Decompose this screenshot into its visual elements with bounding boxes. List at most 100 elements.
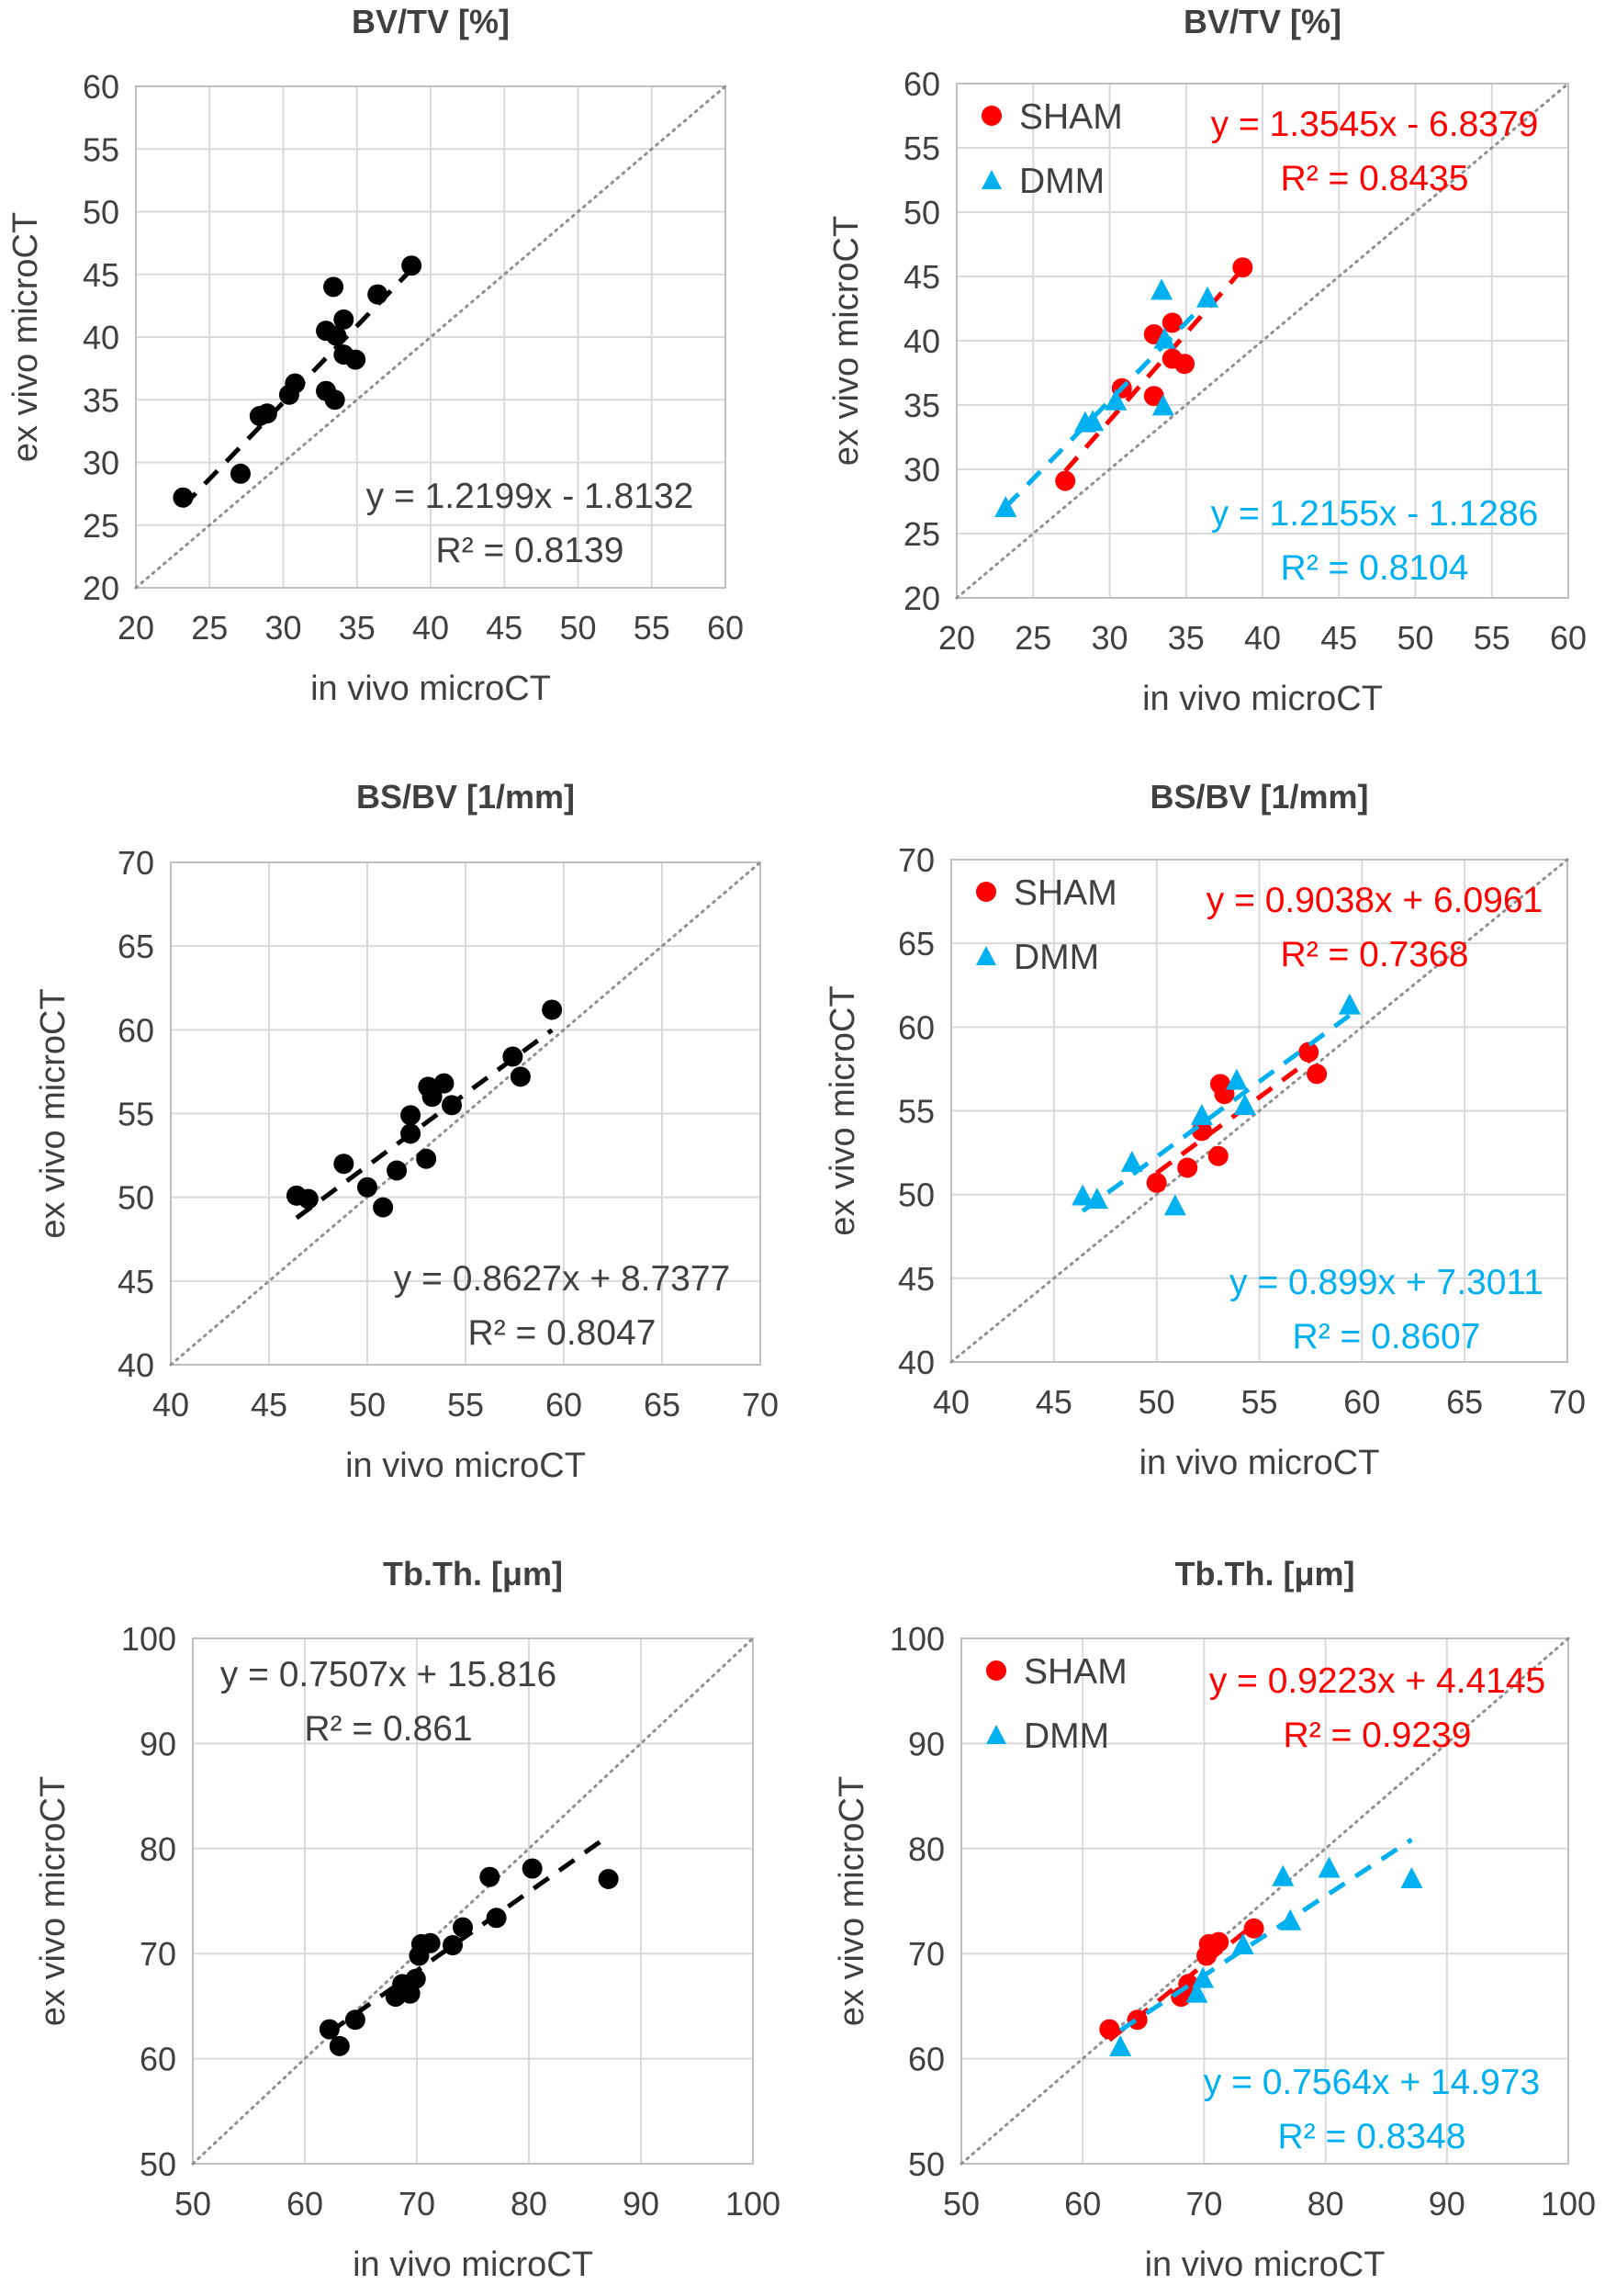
data-point-dmm: [1163, 1194, 1186, 1216]
chart-panel-2: BV/TV [%] 20 25 30 35 40 45 50 55 60 20 25 30 35 40 45 5…: [827, 3, 1587, 718]
y-axis-label: ex vivo microCT: [34, 1776, 73, 2026]
data-point-pooled: [433, 1073, 455, 1094]
y-tick-label: 40: [898, 1344, 935, 1381]
legend-label: DMM: [1019, 162, 1105, 201]
x-tick-label: 65: [644, 1386, 680, 1424]
legend-marker-circle-icon: [986, 1660, 1006, 1681]
chart-title: BS/BV [1/mm]: [356, 778, 575, 816]
x-tick-label: 70: [398, 2185, 435, 2223]
legend-marker-circle-icon: [982, 106, 1002, 126]
y-tick-label: 45: [904, 258, 940, 296]
data-point-dmm: [1400, 1866, 1423, 1888]
x-tick-label: 40: [152, 1386, 189, 1424]
y-axis-label: ex vivo microCT: [833, 1776, 871, 2026]
r-squared-label: R² = 0.8607: [1293, 1317, 1481, 1356]
data-point-pooled: [479, 1866, 500, 1887]
r-squared-label: R² = 0.8348: [1278, 2117, 1466, 2156]
y-tick-label: 40: [118, 1346, 154, 1384]
data-point-pooled: [598, 1868, 619, 1889]
x-tick-label: 45: [486, 609, 522, 647]
data-point-pooled: [344, 2009, 365, 2031]
x-tick-label: 60: [707, 609, 744, 647]
x-tick-label: 50: [174, 2185, 211, 2223]
data-point-dmm: [1231, 1933, 1254, 1955]
data-point-pooled: [542, 999, 563, 1020]
r-squared-label: R² = 0.861: [304, 1709, 472, 1749]
x-tick-label: 70: [1549, 1383, 1586, 1421]
trend-equation: y = 0.9223x + 4.4145: [1209, 1661, 1545, 1701]
data-point-dmm: [1233, 1094, 1256, 1116]
x-tick-label: 45: [1036, 1383, 1072, 1421]
y-tick-label: 45: [83, 256, 119, 294]
identity-line: [960, 1637, 1570, 2166]
data-point-pooled: [416, 1148, 437, 1169]
plot-area-border: [956, 83, 1569, 599]
data-point-pooled: [333, 309, 354, 330]
y-tick-label: 55: [83, 130, 119, 168]
trend-equation: y = 1.2199x - 1.8132: [366, 477, 694, 516]
chart-panel-6: Tb.Th. [μm] 50 60 70 80 90 100 50 60 70 80 90 100 in …: [833, 1555, 1596, 2284]
y-tick-label: 60: [898, 1008, 935, 1046]
chart-panel-5: Tb.Th. [μm] 50 60 70 80 90 100 50 60 70 80 90 100 in …: [34, 1555, 780, 2284]
r-squared-label: R² = 0.8104: [1281, 548, 1469, 588]
data-point-pooled: [401, 255, 422, 276]
trend-equation: y = 1.3545x - 6.8379: [1211, 105, 1539, 144]
trend-equation: y = 0.7507x + 15.816: [220, 1655, 556, 1694]
x-tick-label: 90: [1429, 2185, 1465, 2223]
y-tick-label: 70: [908, 1935, 945, 1973]
x-tick-label: 55: [1474, 619, 1510, 657]
data-point-sham: [1177, 1157, 1198, 1178]
data-point-pooled: [329, 2035, 350, 2056]
x-tick-label: 90: [623, 2185, 659, 2223]
x-tick-label: 20: [118, 609, 154, 647]
r-squared-label: R² = 0.9239: [1284, 1716, 1472, 1755]
data-point-pooled: [333, 1154, 354, 1175]
data-point-pooled: [357, 1176, 377, 1198]
data-point-pooled: [400, 1105, 421, 1126]
data-point-sham: [1146, 1172, 1167, 1193]
data-point-dmm: [1338, 993, 1361, 1015]
y-tick-label: 60: [83, 68, 119, 106]
y-tick-label: 25: [904, 515, 940, 553]
y-tick-label: 20: [83, 569, 119, 607]
trendline-dmm: [1081, 1013, 1352, 1213]
legend-marker-triangle-icon: [976, 946, 996, 965]
trendline-pooled: [328, 1834, 611, 2034]
x-tick-label: 60: [1550, 619, 1587, 657]
trend-equation: y = 0.9038x + 6.0961: [1207, 881, 1543, 920]
y-tick-label: 50: [898, 1176, 935, 1214]
y-tick-label: 55: [118, 1096, 154, 1133]
y-tick-label: 80: [140, 1830, 176, 1868]
data-point-dmm: [1105, 388, 1128, 411]
chart-title: BV/TV [%]: [352, 3, 510, 40]
plot-area-border: [192, 1638, 754, 2165]
x-tick-label: 50: [1139, 1383, 1175, 1421]
data-point-dmm: [1225, 1068, 1248, 1090]
x-tick-label: 40: [412, 609, 449, 647]
x-tick-label: 50: [349, 1386, 386, 1424]
y-tick-label: 30: [83, 445, 119, 482]
legend-marker-triangle-icon: [986, 1725, 1006, 1744]
data-point-pooled: [421, 1086, 443, 1108]
chart-title: Tb.Th. [μm]: [1175, 1555, 1355, 1593]
legend-label: SHAM: [1024, 1652, 1128, 1692]
data-point-sham: [1307, 1064, 1328, 1085]
x-axis-label: in vivo microCT: [353, 2245, 593, 2284]
legend-label: DMM: [1024, 1716, 1109, 1756]
trendline-pooled: [295, 1028, 554, 1221]
y-tick-label: 55: [898, 1093, 935, 1131]
legend-label: SHAM: [1019, 97, 1123, 137]
y-tick-label: 100: [890, 1620, 945, 1658]
plot-area-border: [960, 1638, 1569, 2165]
y-axis-label: ex vivo microCT: [824, 985, 862, 1235]
y-tick-label: 35: [83, 381, 119, 419]
legend-marker-circle-icon: [976, 882, 996, 902]
x-tick-label: 80: [511, 2185, 547, 2223]
data-point-dmm: [1082, 410, 1105, 432]
data-point-pooled: [486, 1908, 507, 1929]
data-point-pooled: [230, 463, 251, 484]
r-squared-label: R² = 0.8139: [436, 531, 624, 570]
x-tick-label: 55: [1240, 1383, 1277, 1421]
identity-line: [949, 858, 1569, 1364]
data-point-pooled: [522, 1858, 543, 1879]
